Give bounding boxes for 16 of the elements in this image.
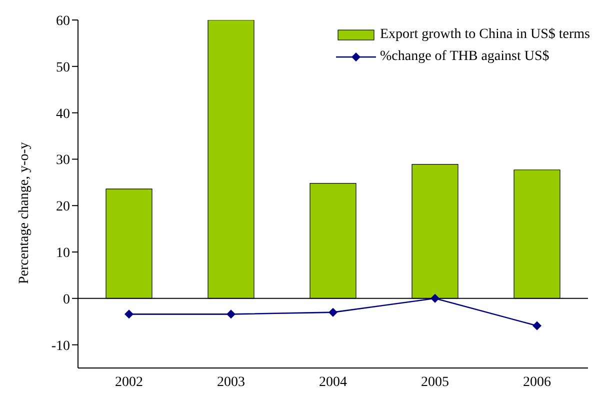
legend-label: %change of THB against US$ [380, 49, 550, 65]
y-tick-label: 10 [56, 246, 70, 261]
y-tick-label: 30 [56, 153, 70, 168]
x-tick-label: 2003 [217, 374, 245, 390]
y-tick-label: -10 [51, 338, 70, 354]
legend-label: Export growth to China in US$ terms [380, 27, 590, 43]
x-tick-label: 2006 [523, 374, 551, 390]
y-tick-label: 60 [56, 14, 70, 29]
y-tick-label: 20 [56, 200, 70, 215]
y-tick-label: 0 [63, 292, 70, 308]
x-tick-label: 2002 [115, 374, 143, 390]
x-tick-label: 2004 [319, 374, 347, 390]
y-tick-label: 40 [56, 106, 70, 122]
y-tick-label: 50 [56, 60, 70, 76]
x-tick-label: 2005 [421, 374, 449, 390]
y-axis-title: Percentage change, y-o-y [16, 142, 32, 284]
